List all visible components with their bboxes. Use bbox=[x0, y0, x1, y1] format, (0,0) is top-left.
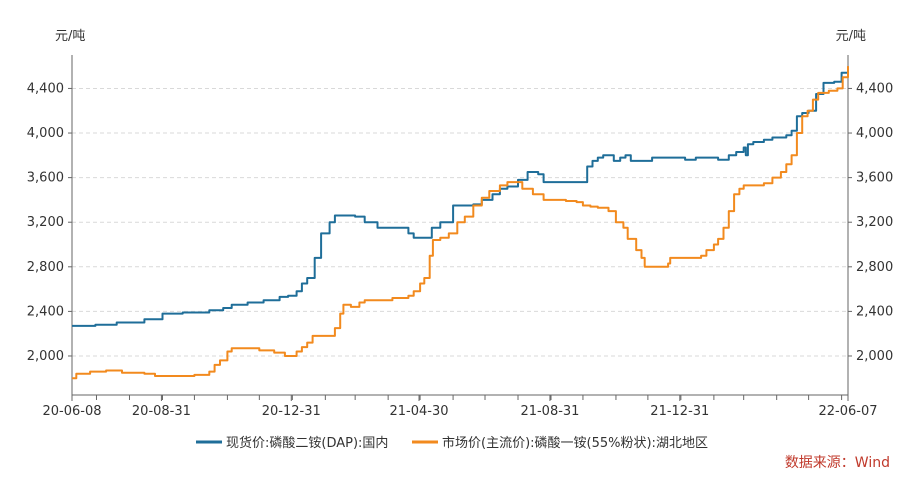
x-tick-label: 21-12-31 bbox=[650, 404, 709, 419]
legend: 现货价:磷酸二铵(DAP):国内 市场价(主流价):磷酸一铵(55%粉状):湖北… bbox=[196, 435, 708, 451]
y-tick-label-right: 2,400 bbox=[856, 304, 893, 319]
y-axis-unit-left: 元/吨 bbox=[55, 29, 85, 44]
x-tick-label: 21-08-31 bbox=[520, 404, 579, 419]
y-tick-label-left: 4,400 bbox=[27, 81, 64, 96]
y-tick-label-left: 2,000 bbox=[27, 349, 64, 364]
legend-label-spot-dap: 现货价:磷酸二铵(DAP):国内 bbox=[226, 435, 388, 451]
y-tick-label-left: 2,800 bbox=[27, 260, 64, 275]
y-tick-label-right: 4,000 bbox=[856, 126, 893, 141]
y-axis-unit-right: 元/吨 bbox=[836, 29, 866, 44]
y-tick-label-right: 3,200 bbox=[856, 215, 893, 230]
y-tick-label-right: 4,400 bbox=[856, 81, 893, 96]
y-tick-label-right: 2,800 bbox=[856, 260, 893, 275]
data-source-note: 数据来源：Wind bbox=[785, 455, 890, 471]
x-tick-label: 21-04-30 bbox=[390, 404, 449, 419]
y-tick-label-left: 2,400 bbox=[27, 304, 64, 319]
legend-label-market-map: 市场价(主流价):磷酸一铵(55%粉状):湖北地区 bbox=[442, 435, 708, 451]
x-tick-label: 20-06-08 bbox=[42, 404, 101, 419]
y-tick-label-left: 4,000 bbox=[27, 126, 64, 141]
y-tick-label-right: 3,600 bbox=[856, 171, 893, 186]
grid-lines bbox=[72, 87, 848, 357]
x-tick-label: 20-12-31 bbox=[262, 404, 321, 419]
y-tick-label-left: 3,600 bbox=[27, 171, 64, 186]
x-tick-label: 20-08-31 bbox=[132, 404, 191, 419]
axes: 2,000 2,000 2,400 2,400 2,800 2,800 3,200 3,200… bbox=[27, 55, 893, 419]
series-line-market-map bbox=[72, 66, 849, 380]
series-lines bbox=[72, 66, 849, 380]
x-tick-label: 22-06-07 bbox=[818, 404, 877, 419]
y-tick-label-right: 2,000 bbox=[856, 349, 893, 364]
series-line-spot-dap bbox=[72, 68, 849, 327]
y-tick-label-left: 3,200 bbox=[27, 215, 64, 230]
